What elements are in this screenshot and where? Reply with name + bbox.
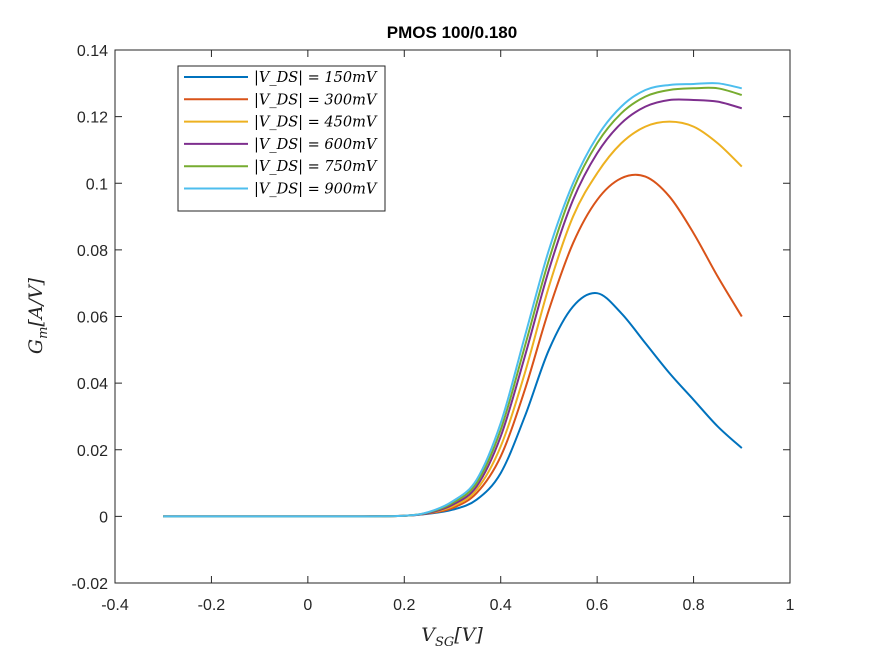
- series-line-6: [163, 82, 743, 518]
- legend-label-3: |V_DS| = 450mV: [254, 115, 378, 131]
- y-tick-label: 0.04: [77, 376, 108, 393]
- x-tick-label: 0: [303, 597, 312, 614]
- x-tick-label: 0.8: [682, 597, 704, 614]
- y-tick-label: 0.08: [77, 243, 108, 260]
- y-tick-label: -0.02: [72, 576, 109, 593]
- x-axis-label: VSG[V]: [421, 624, 483, 650]
- y-tick-label: 0.12: [77, 110, 108, 127]
- legend-label-1: |V_DS| = 150mV: [254, 70, 378, 86]
- legend-label-5: |V_DS| = 750mV: [254, 159, 378, 175]
- legend-label-6: |V_DS| = 900mV: [254, 182, 378, 198]
- y-tick-label: 0.02: [77, 443, 108, 460]
- y-tick-label: 0: [99, 509, 108, 526]
- legend: |V_DS| = 150mV |V_DS| = 300mV |V_DS| = 450…: [177, 65, 386, 212]
- y-tick-label: 0.14: [77, 43, 108, 60]
- x-tick-label: 0.2: [393, 597, 415, 614]
- x-tick-label: 1: [786, 597, 795, 614]
- y-axis-label: Gm[A/V]: [25, 277, 51, 354]
- x-tick-label: -0.4: [101, 597, 129, 614]
- legend-label-2: |V_DS| = 300mV: [254, 92, 378, 108]
- legend-label-4: |V_DS| = 600mV: [254, 137, 378, 153]
- series-layer: [163, 82, 743, 518]
- y-tick-label: 0.1: [86, 176, 108, 193]
- ticks-layer: -0.4 -0.2 0 0.2 0.4 0.6 0.8 1 -0.02 0 0.02 0.04 0.06…: [72, 43, 795, 614]
- y-tick-label: 0.06: [77, 310, 108, 327]
- x-tick-label: 0.6: [586, 597, 608, 614]
- chart-title: PMOS 100/0.180: [387, 23, 517, 42]
- x-tick-label: 0.4: [490, 597, 512, 614]
- legend-box: [177, 65, 386, 212]
- x-tick-label: -0.2: [198, 597, 226, 614]
- legend-items: |V_DS| = 150mV |V_DS| = 300mV |V_DS| = 450…: [184, 70, 378, 198]
